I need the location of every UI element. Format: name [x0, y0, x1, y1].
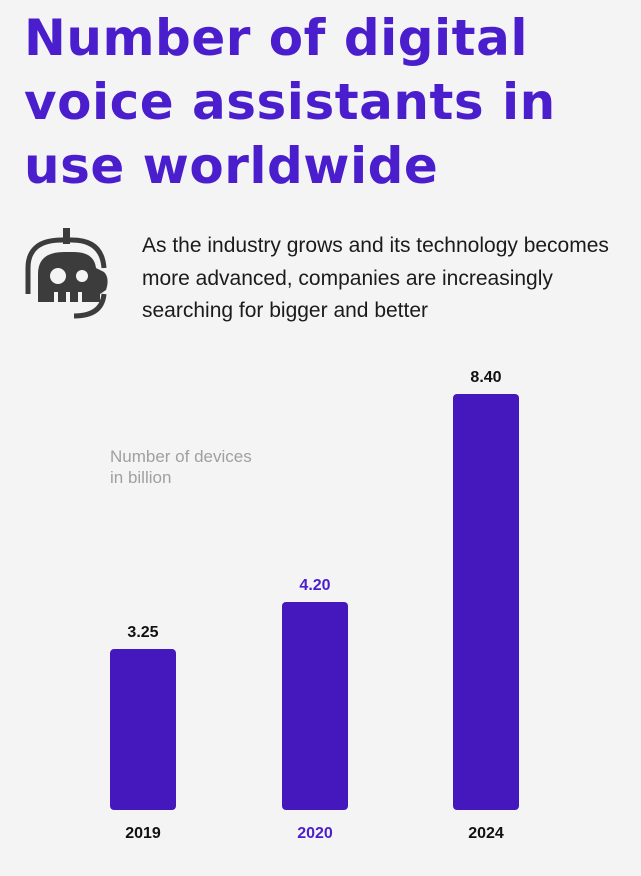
unit-label-line1: Number of devices: [110, 447, 252, 466]
unit-label-line2: in billion: [110, 468, 171, 487]
bar-2024: [453, 394, 519, 810]
value-label-2024: 8.40: [470, 369, 501, 386]
x-tick-2020: 2020: [297, 825, 333, 842]
bar-chart: Number of devices in billion 3.25 2019 4.2…: [110, 369, 519, 842]
bar-2019: [110, 649, 176, 810]
x-tick-2019: 2019: [125, 825, 161, 842]
subtitle: As the industry grows and its technology…: [142, 234, 609, 322]
value-label-2019: 3.25: [127, 624, 158, 641]
value-label-2020: 4.20: [299, 577, 330, 594]
bar-2020: [282, 602, 348, 810]
page-title: Number of digital voice assistants in us…: [24, 9, 556, 195]
x-tick-2024: 2024: [468, 825, 504, 842]
robot-head-icon: [25, 228, 108, 319]
